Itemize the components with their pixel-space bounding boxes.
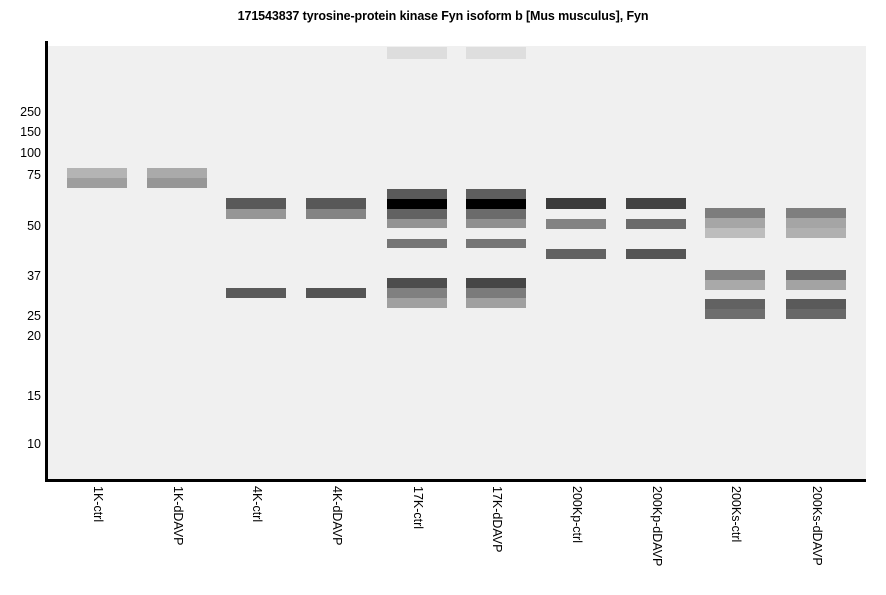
- gel-band-segment: [466, 209, 526, 219]
- gel-band-segment: [67, 168, 127, 178]
- y-tick-label-75: 75: [27, 168, 41, 182]
- gel-band: [626, 198, 686, 209]
- x-tick-label-1k-ddavp: 1K-dDAVP: [171, 486, 185, 546]
- gel-band: [466, 47, 526, 59]
- gel-band-segment: [626, 219, 686, 229]
- gel-band: [387, 189, 447, 228]
- gel-band: [626, 219, 686, 229]
- gel-band-segment: [626, 249, 686, 259]
- y-axis-line: [45, 41, 48, 482]
- gel-band: [705, 208, 765, 238]
- gel-band-segment: [705, 280, 765, 290]
- gel-band: [546, 219, 606, 229]
- gel-band-segment: [226, 209, 286, 219]
- gel-band: [226, 198, 286, 219]
- gel-band-segment: [786, 309, 846, 319]
- gel-band-segment: [546, 198, 606, 209]
- gel-band: [226, 288, 286, 298]
- y-tick-label-37: 37: [27, 269, 41, 283]
- gel-band: [466, 239, 526, 248]
- gel-band-segment: [466, 189, 526, 199]
- gel-band-segment: [546, 249, 606, 259]
- x-tick-label-200ks-ddavp: 200Ks-dDAVP: [810, 486, 824, 566]
- gel-band-segment: [387, 209, 447, 219]
- y-tick-label-150: 150: [20, 125, 41, 139]
- gel-band-segment: [786, 208, 846, 218]
- gel-plot-area: [48, 46, 866, 481]
- gel-band: [67, 168, 127, 188]
- gel-band-segment: [786, 270, 846, 280]
- gel-band-segment: [705, 208, 765, 218]
- gel-band-segment: [466, 219, 526, 228]
- gel-band: [387, 239, 447, 248]
- y-tick-label-10: 10: [27, 437, 41, 451]
- gel-band-segment: [705, 309, 765, 319]
- gel-band-segment: [705, 270, 765, 280]
- x-tick-label-4k-ctrl: 4K-ctrl: [250, 486, 264, 523]
- y-tick-label-15: 15: [27, 389, 41, 403]
- gel-band: [466, 278, 526, 308]
- y-tick-label-20: 20: [27, 329, 41, 343]
- gel-band-segment: [786, 228, 846, 238]
- gel-band: [147, 168, 207, 188]
- gel-band-segment: [466, 199, 526, 209]
- gel-band-segment: [626, 198, 686, 209]
- y-tick-label-50: 50: [27, 219, 41, 233]
- gel-band: [705, 270, 765, 290]
- gel-band-segment: [387, 239, 447, 248]
- gel-band: [546, 249, 606, 259]
- gel-band-segment: [786, 280, 846, 290]
- gel-band-segment: [387, 199, 447, 209]
- gel-band-segment: [306, 198, 366, 209]
- gel-band-segment: [306, 288, 366, 298]
- gel-band-segment: [387, 298, 447, 308]
- gel-band: [626, 249, 686, 259]
- gel-band: [705, 299, 765, 319]
- x-tick-label-200ks-ctrl: 200Ks-ctrl: [729, 486, 743, 543]
- x-tick-label-200kp-ddavp: 200Kp-dDAVP: [650, 486, 664, 567]
- gel-band-segment: [466, 288, 526, 298]
- x-tick-label-17k-ctrl: 17K-ctrl: [411, 486, 425, 530]
- gel-band-segment: [546, 219, 606, 229]
- gel-band-segment: [466, 278, 526, 288]
- gel-band: [306, 198, 366, 219]
- gel-band-segment: [147, 168, 207, 178]
- gel-band: [466, 189, 526, 228]
- x-tick-label-4k-ddavp: 4K-dDAVP: [330, 486, 344, 546]
- gel-band: [786, 270, 846, 290]
- gel-band-segment: [705, 228, 765, 238]
- y-tick-label-250: 250: [20, 105, 41, 119]
- gel-band: [786, 208, 846, 238]
- gel-band-segment: [786, 299, 846, 309]
- gel-band: [387, 47, 447, 59]
- gel-band-segment: [147, 178, 207, 188]
- gel-band-segment: [387, 189, 447, 199]
- gel-band-segment: [387, 219, 447, 228]
- gel-band-segment: [705, 299, 765, 309]
- x-tick-label-200kp-ctrl: 200Kp-ctrl: [570, 486, 584, 543]
- x-axis-line: [45, 479, 866, 482]
- gel-band-segment: [466, 47, 526, 59]
- gel-band-segment: [466, 298, 526, 308]
- x-tick-label-1k-ctrl: 1K-ctrl: [91, 486, 105, 523]
- gel-band-segment: [387, 288, 447, 298]
- gel-band: [786, 299, 846, 319]
- gel-band: [306, 288, 366, 298]
- gel-band-segment: [705, 218, 765, 228]
- gel-band: [546, 198, 606, 209]
- page-title: 171543837 tyrosine-protein kinase Fyn is…: [237, 9, 649, 23]
- gel-band-segment: [226, 288, 286, 298]
- gel-band-segment: [466, 239, 526, 248]
- gel-band-segment: [387, 278, 447, 288]
- gel-band-segment: [306, 209, 366, 219]
- gel-band-segment: [786, 218, 846, 228]
- gel-band-segment: [67, 178, 127, 188]
- gel-band-segment: [226, 198, 286, 209]
- y-tick-label-100: 100: [20, 146, 41, 160]
- gel-band: [387, 278, 447, 308]
- y-tick-label-25: 25: [27, 309, 41, 323]
- gel-band-segment: [387, 47, 447, 59]
- x-tick-label-17k-ddavp: 17K-dDAVP: [490, 486, 504, 553]
